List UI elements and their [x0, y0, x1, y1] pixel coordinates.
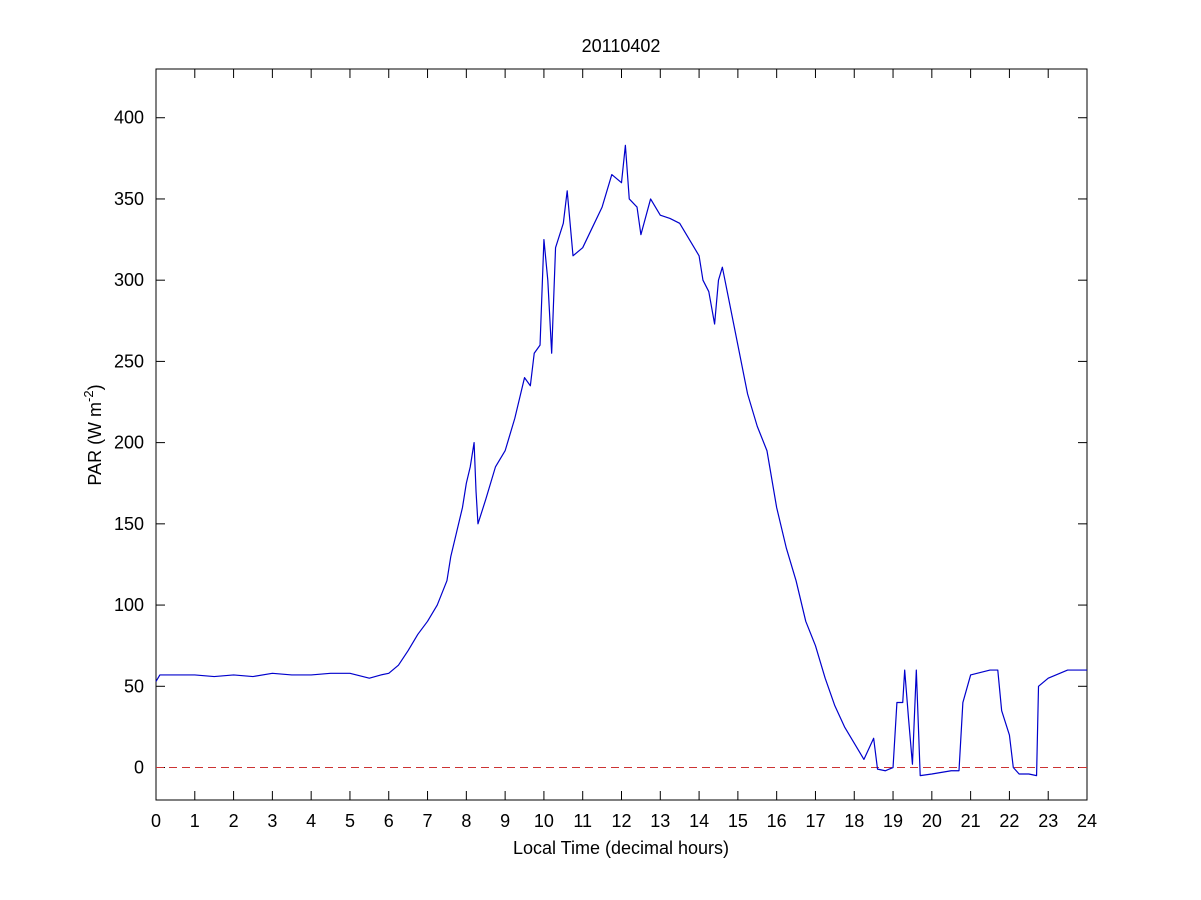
- x-tick-label: 22: [999, 811, 1019, 831]
- x-tick-label: 10: [534, 811, 554, 831]
- x-tick-label: 19: [883, 811, 903, 831]
- y-tick-label: 0: [134, 758, 144, 778]
- x-tick-label: 20: [922, 811, 942, 831]
- x-axis-label: Local Time (decimal hours): [513, 838, 729, 858]
- x-tick-label: 13: [650, 811, 670, 831]
- x-tick-label: 16: [767, 811, 787, 831]
- y-tick-label: 50: [124, 676, 144, 696]
- x-tick-label: 3: [267, 811, 277, 831]
- x-tick-label: 15: [728, 811, 748, 831]
- x-tick-label: 5: [345, 811, 355, 831]
- x-tick-label: 11: [573, 811, 592, 831]
- y-label-sup: -2: [81, 390, 96, 402]
- y-tick-label: 400: [114, 108, 144, 128]
- x-tick-label: 24: [1077, 811, 1097, 831]
- y-tick-label: 350: [114, 189, 144, 209]
- x-tick-label: 14: [689, 811, 709, 831]
- x-tick-label: 21: [961, 811, 981, 831]
- x-tick-label: 6: [384, 811, 394, 831]
- y-axis-label: PAR (W m-2): [81, 384, 105, 485]
- x-tick-label: 9: [500, 811, 510, 831]
- x-tick-label: 8: [461, 811, 471, 831]
- x-tick-label: 7: [423, 811, 433, 831]
- x-tick-label: 4: [306, 811, 316, 831]
- x-tick-label: 12: [611, 811, 631, 831]
- x-tick-label: 0: [151, 811, 161, 831]
- x-tick-label: 2: [229, 811, 239, 831]
- x-tick-label: 1: [190, 811, 200, 831]
- y-tick-label: 100: [114, 595, 144, 615]
- y-tick-label: 300: [114, 270, 144, 290]
- y-tick-label: 250: [114, 351, 144, 371]
- y-label-part: ): [85, 384, 105, 390]
- x-tick-label: 23: [1038, 811, 1058, 831]
- y-tick-label: 150: [114, 514, 144, 534]
- x-tick-label: 17: [805, 811, 825, 831]
- data-line: [155, 144, 1087, 777]
- x-tick-label: 18: [844, 811, 864, 831]
- chart-title: 20110402: [582, 36, 661, 56]
- y-label-part: PAR (W m: [85, 402, 105, 486]
- y-tick-label: 200: [114, 433, 144, 453]
